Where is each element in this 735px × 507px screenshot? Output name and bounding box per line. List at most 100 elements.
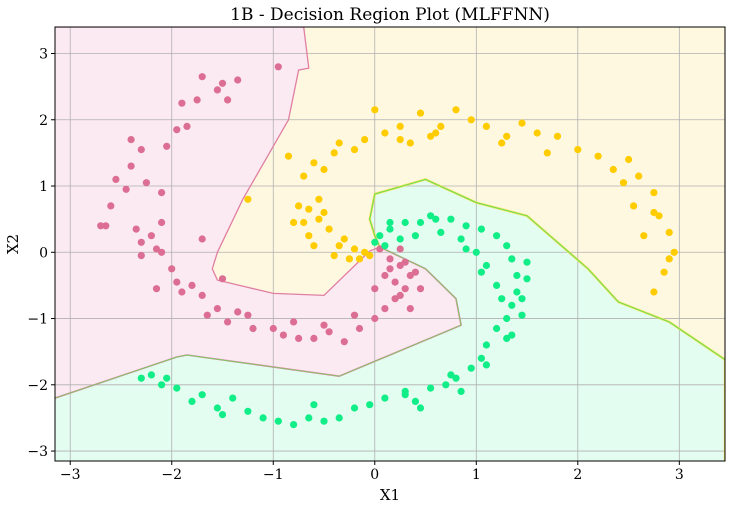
point-pink	[183, 122, 191, 130]
point-green	[447, 215, 455, 223]
point-green	[416, 218, 425, 227]
y-tick-label: 3	[39, 47, 48, 63]
point-green	[462, 222, 470, 230]
point-green	[508, 301, 516, 309]
point-pink	[218, 79, 227, 87]
point-green	[320, 417, 328, 425]
point-yellow	[320, 208, 328, 217]
point-green	[432, 215, 440, 223]
point-green	[218, 411, 227, 419]
point-pink	[371, 285, 379, 293]
point-pink	[178, 99, 186, 107]
point-pink	[269, 324, 277, 333]
point-pink	[376, 245, 384, 253]
point-yellow	[503, 132, 511, 140]
point-yellow	[305, 232, 313, 240]
point-yellow	[533, 129, 541, 137]
point-green	[477, 268, 485, 276]
point-pink	[203, 311, 211, 319]
point-green	[457, 235, 465, 243]
point-pink	[295, 334, 303, 342]
point-yellow	[330, 252, 338, 260]
point-green	[290, 421, 298, 429]
point-yellow	[330, 149, 338, 157]
point-yellow	[350, 245, 359, 253]
point-pink	[234, 76, 242, 84]
x-axis-label: X1	[380, 486, 400, 504]
point-green	[498, 295, 506, 303]
point-yellow	[406, 139, 414, 147]
point-green	[523, 258, 531, 266]
point-pink	[310, 334, 318, 342]
decision-boundaries	[55, 27, 725, 461]
point-pink	[142, 179, 150, 187]
point-pink	[107, 202, 115, 210]
point-yellow	[518, 119, 526, 127]
point-pink	[173, 278, 181, 286]
point-yellow	[355, 255, 364, 263]
point-green	[386, 225, 394, 233]
point-pink	[188, 281, 196, 289]
point-yellow	[625, 155, 633, 164]
point-yellow	[396, 136, 404, 144]
x-tick-label: −3	[60, 467, 81, 483]
point-pink	[355, 324, 364, 333]
point-pink	[406, 305, 414, 313]
point-yellow	[619, 179, 628, 187]
point-pink	[325, 328, 333, 336]
point-yellow	[437, 122, 445, 130]
point-green	[259, 414, 267, 422]
point-green	[493, 232, 501, 240]
point-pink	[279, 331, 287, 339]
point-pink	[416, 285, 425, 293]
point-green	[442, 381, 450, 389]
point-pink	[391, 278, 399, 286]
point-pink	[193, 96, 201, 104]
point-pink	[178, 288, 186, 296]
point-green	[493, 324, 501, 333]
point-green	[229, 394, 237, 402]
point-pink	[158, 218, 166, 227]
region-green	[55, 179, 725, 461]
point-pink	[168, 265, 176, 273]
point-green	[305, 414, 313, 422]
point-yellow	[310, 242, 318, 250]
point-pink	[158, 248, 166, 256]
point-yellow	[427, 132, 435, 140]
point-pink	[137, 146, 145, 154]
y-axis-label: X2	[4, 234, 22, 254]
point-yellow	[315, 215, 323, 223]
point-green	[457, 387, 465, 395]
gridlines	[55, 27, 725, 461]
point-green	[381, 242, 389, 250]
point-green	[198, 391, 206, 399]
x-tick-label: −1	[263, 467, 284, 483]
point-green	[158, 381, 166, 389]
point-yellow	[300, 172, 308, 180]
point-green	[427, 212, 435, 220]
point-yellow	[310, 159, 318, 167]
point-yellow	[244, 195, 252, 203]
point-green	[411, 232, 419, 240]
point-pink	[386, 265, 394, 273]
point-yellow	[416, 109, 425, 117]
point-green	[523, 275, 531, 283]
point-green	[416, 404, 425, 412]
point-green	[518, 295, 526, 303]
point-yellow	[366, 252, 374, 260]
point-pink	[224, 318, 232, 326]
point-yellow	[325, 225, 333, 233]
y-tick-label: −3	[27, 444, 48, 460]
plot-frame	[54, 26, 726, 462]
point-pink	[137, 252, 145, 260]
point-pink	[381, 271, 389, 280]
point-pink	[218, 275, 227, 283]
point-green	[513, 288, 521, 296]
point-yellow	[315, 195, 323, 203]
point-green	[173, 384, 181, 392]
point-yellow	[320, 165, 328, 174]
point-green	[462, 245, 470, 253]
data-points	[97, 63, 678, 429]
point-yellow	[650, 189, 658, 197]
